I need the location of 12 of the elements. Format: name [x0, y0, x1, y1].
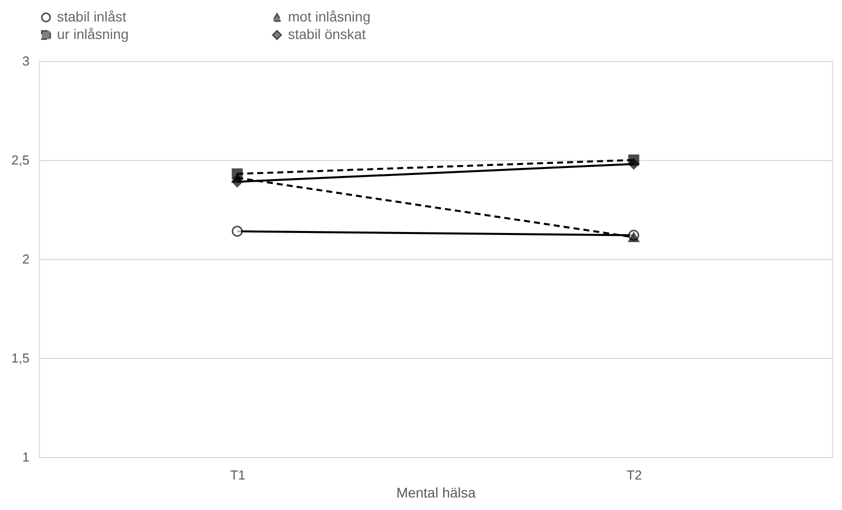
legend-label: mot inlåsning — [288, 8, 370, 24]
legend-label: stabil inlåst — [57, 8, 126, 24]
legend-label: ur inlåsning — [57, 26, 129, 42]
y-tick-label: 2,5 — [11, 152, 30, 168]
x-axis-title: Mental hälsa — [396, 484, 476, 500]
y-tick-label: 1 — [22, 450, 30, 464]
y-tick-label: 1,5 — [11, 350, 30, 366]
x-tick-label: T1 — [230, 468, 246, 482]
x-tick-label: T2 — [626, 468, 642, 482]
y-tick-label: 3 — [22, 54, 30, 68]
y-tick-label: 2 — [22, 252, 30, 266]
legend-label: stabil önskat — [288, 26, 366, 42]
